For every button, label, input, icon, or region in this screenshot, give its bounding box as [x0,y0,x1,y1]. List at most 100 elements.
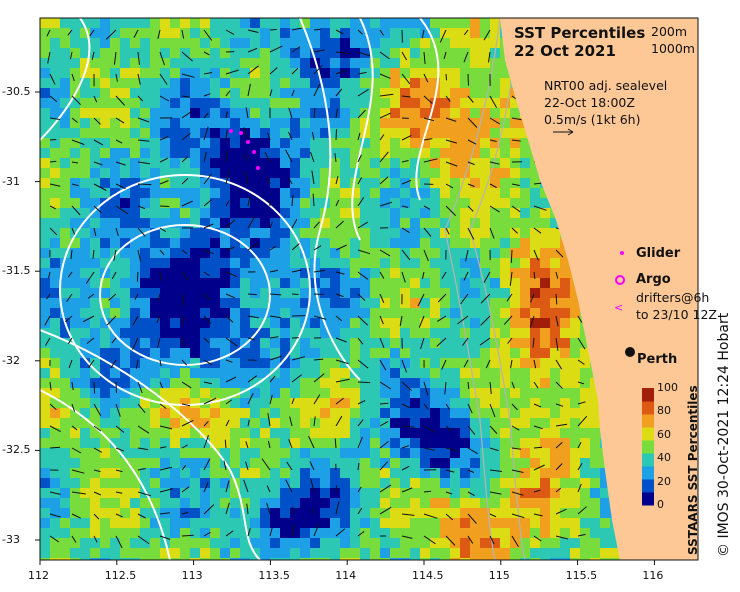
sst-cell [350,188,360,198]
sst-cell [300,218,310,228]
sst-cell [370,168,380,178]
current-arrow [533,249,539,261]
current-arrow [203,337,210,344]
sst-cell [290,158,300,168]
sst-cell [100,498,110,508]
current-arrow [49,139,57,141]
sst-cell [450,548,460,558]
sst-cell [50,248,60,258]
sst-cell [390,438,400,448]
sst-cell [490,538,500,548]
sst-cell [70,328,80,338]
sst-cell [260,318,270,328]
sst-cell [600,478,610,488]
sst-cell [300,458,310,468]
sst-cell [100,548,110,558]
sst-cell [340,328,350,338]
sst-cell [540,228,550,238]
sealevel-contours [40,18,440,560]
current-arrow [115,183,126,190]
sst-cell [580,398,590,408]
sst-cell [290,428,300,438]
sst-cell [410,518,420,528]
sst-cell [50,68,60,78]
current-arrow [467,535,474,544]
sst-cell [470,28,480,38]
sst-cell [160,428,170,438]
sst-cell [190,158,200,168]
sst-cell [170,218,180,228]
sst-cell [120,178,130,188]
sst-cell [260,298,270,308]
sst-cell [460,268,470,278]
sst-cell [290,358,300,368]
sst-cell [300,308,310,318]
sst-cell [390,408,400,418]
sst-cell [130,458,140,468]
sst-cell [150,338,160,348]
current-arrow [266,177,271,185]
sst-cell [400,438,410,448]
current-arrow [115,161,126,166]
sst-cell [190,138,200,148]
sst-cell [230,178,240,188]
sst-cell [320,438,330,448]
sst-cell [90,248,100,258]
sst-cell [270,228,280,238]
sst-cell [480,518,490,528]
sst-cell [590,448,600,458]
sst-cell [120,458,130,468]
sst-cell [570,328,580,338]
sst-cell [430,68,440,78]
sst-cell [540,218,550,228]
sst-cell [70,178,80,188]
sst-cell [350,388,360,398]
sst-cell [90,188,100,198]
current-arrow [313,49,325,53]
sst-cell [490,388,500,398]
sst-cell [370,248,380,258]
sst-cell [500,448,510,458]
current-arrow [335,51,350,54]
sst-cell [400,408,410,418]
current-arrow [115,73,118,82]
sst-cell [540,518,550,528]
sst-cell [70,68,80,78]
sst-cell [320,528,330,538]
sst-cell [70,368,80,378]
current-arrow [181,293,184,307]
sst-cell [270,318,280,328]
sst-cell [420,138,430,148]
current-arrow [137,535,150,545]
current-arrow [379,337,385,349]
sst-cell [300,378,310,388]
sst-cell [100,538,110,548]
sst-cell [350,318,360,328]
sst-cell [320,508,330,518]
sst-cell [440,348,450,358]
sst-cell [150,198,160,208]
sst-cell [40,288,50,298]
sst-cell [220,498,230,508]
current-arrow [533,205,547,211]
sst-cell [440,558,450,560]
sst-cell [560,368,570,378]
sst-cell [130,128,140,138]
sst-cell [470,168,480,178]
sst-cell [110,258,120,268]
sst-cell [50,518,60,528]
sst-cell [240,508,250,518]
sst-cell [550,278,560,288]
sst-cell [440,38,450,48]
sst-cell [580,508,590,518]
sst-cell [160,388,170,398]
sst-cell [360,278,370,288]
sst-cell [360,108,370,118]
current-arrow [335,485,337,493]
sst-cell [170,268,180,278]
sst-cell [230,268,240,278]
sst-cell [210,398,220,408]
current-arrow [555,315,559,327]
sst-cell [590,418,600,428]
sst-cell [370,128,380,138]
